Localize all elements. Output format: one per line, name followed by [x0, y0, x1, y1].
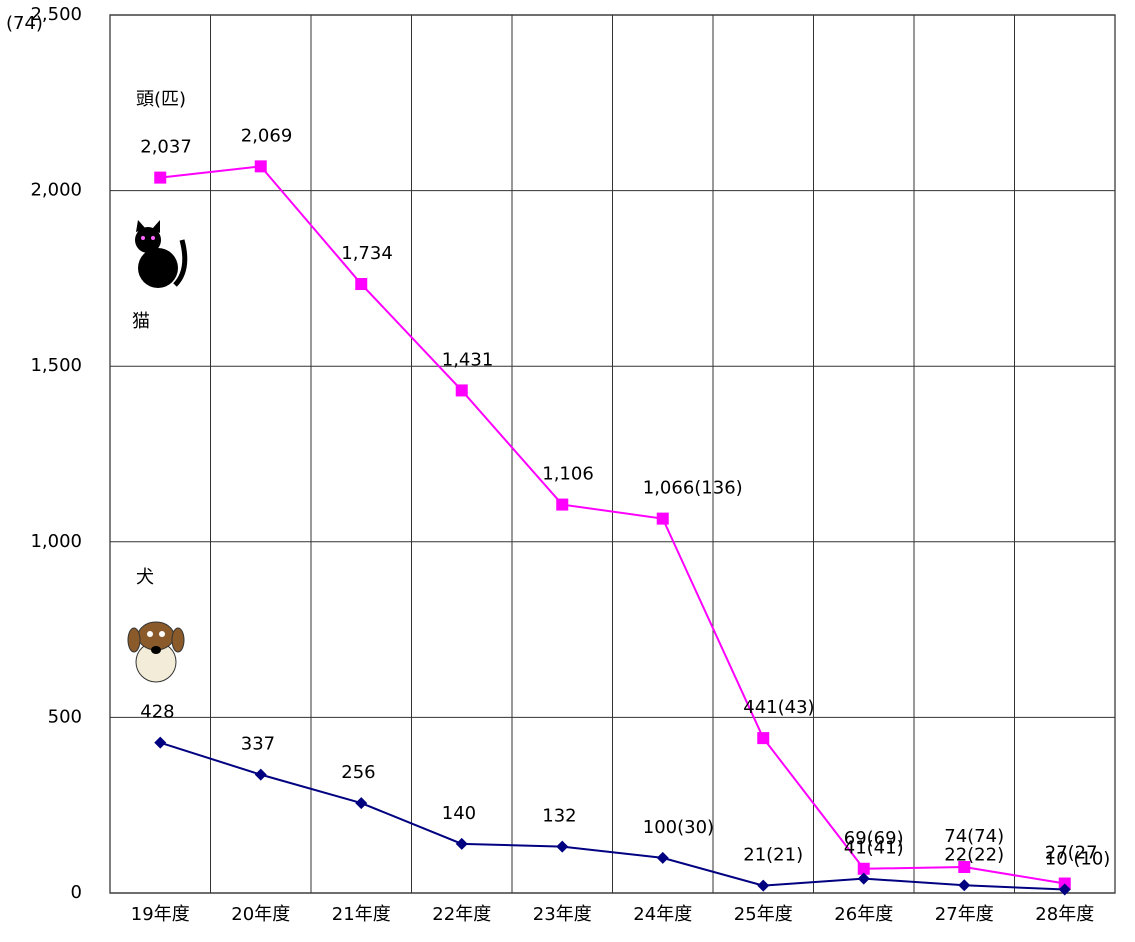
x-tick-label: 19年度 [131, 904, 190, 925]
point-marker [656, 512, 669, 525]
x-tick-label: 28年度 [1035, 904, 1094, 925]
point-marker [254, 160, 267, 173]
series-line [159, 741, 1065, 891]
x-tick-label: 27年度 [935, 904, 994, 925]
data-label: 140 [442, 803, 476, 824]
point-marker [958, 879, 971, 892]
y-tick-label: 2,500 [30, 4, 82, 25]
point-marker [254, 768, 267, 781]
x-tick-label: 25年度 [734, 904, 793, 925]
x-tick-label: 23年度 [533, 904, 592, 925]
data-label: 22(22) [944, 844, 1004, 865]
dog-icon [127, 621, 185, 683]
point-marker [757, 879, 770, 892]
y-tick-label: 0 [71, 882, 82, 903]
data-label: 1,734 [341, 243, 393, 264]
data-label: 21(21) [743, 845, 803, 866]
data-label: 1,106 [542, 464, 594, 485]
data-label: 74(74) [944, 826, 1004, 847]
point-marker [857, 862, 870, 875]
point-marker [455, 837, 468, 850]
data-label: 2,037 [140, 137, 192, 158]
point-marker [455, 384, 468, 397]
point-marker [757, 732, 770, 745]
y-tick-label: 500 [48, 706, 82, 727]
series-line [160, 165, 1065, 885]
unit-label: 頭(匹) [136, 89, 186, 110]
point-marker [1058, 883, 1071, 896]
data-label: 27(27 [1045, 843, 1098, 864]
x-tick-label: 20年度 [231, 904, 290, 925]
x-tick-label: 21年度 [332, 904, 391, 925]
data-label: 256 [341, 762, 375, 783]
point-marker [355, 797, 368, 810]
point-marker [355, 278, 368, 291]
x-tick-label: 24年度 [633, 904, 692, 925]
data-label: 441(43) [743, 697, 814, 718]
data-label: 337 [241, 734, 275, 755]
cat-icon [135, 220, 188, 288]
point-marker [556, 840, 569, 853]
legend-label: 犬 [136, 567, 154, 588]
y-tick-label: 1,000 [30, 531, 82, 552]
data-label: 69(69) [844, 828, 904, 849]
point-marker [154, 171, 167, 184]
point-marker [556, 498, 569, 511]
data-label: 100(30) [643, 817, 714, 838]
x-tick-label: 26年度 [834, 904, 893, 925]
data-label: 2,069 [241, 125, 293, 146]
point-marker [857, 872, 870, 885]
data-label: 1,066(136) [643, 478, 743, 499]
point-marker [656, 851, 669, 864]
data-label: 428 [140, 702, 174, 723]
point-marker [958, 861, 971, 874]
legend-label: 猫 [132, 311, 150, 332]
point-marker [154, 736, 167, 749]
y-tick-label: 1,500 [30, 355, 82, 376]
data-label: 1,431 [442, 349, 494, 370]
annotation: (74) [6, 13, 43, 34]
x-tick-label: 22年度 [432, 904, 491, 925]
data-label: 10 (10) [1045, 848, 1111, 869]
y-tick-label: 2,000 [30, 180, 82, 201]
data-label: 41(41) [844, 838, 904, 859]
data-label: 132 [542, 806, 576, 827]
